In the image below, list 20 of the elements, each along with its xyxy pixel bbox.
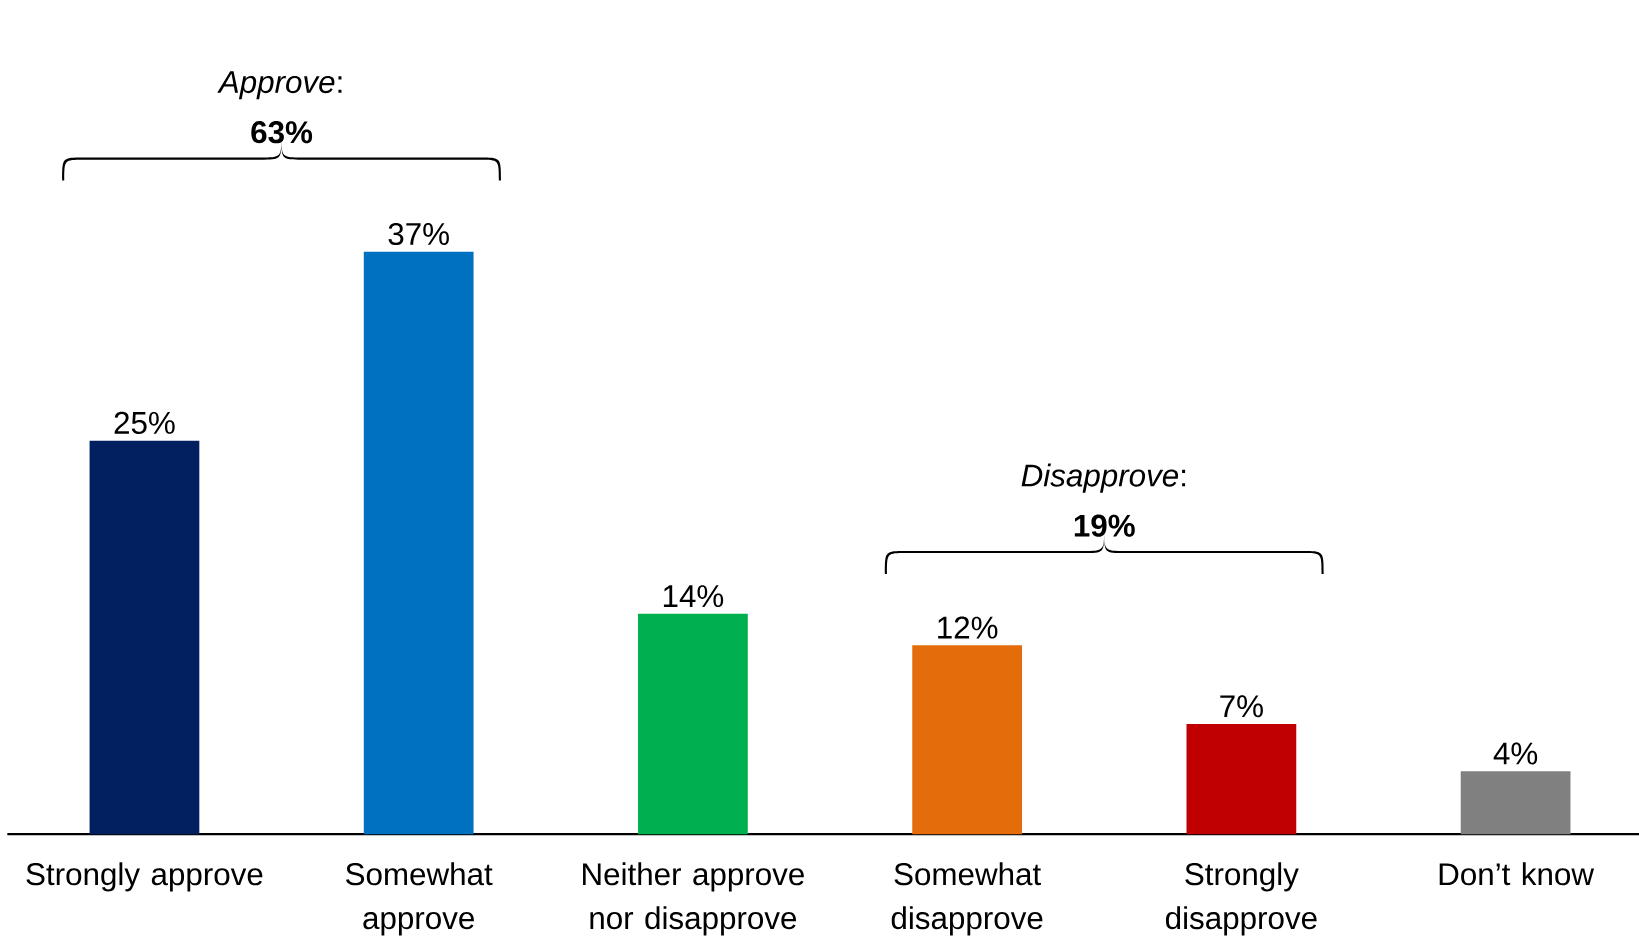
bar: [1186, 723, 1297, 835]
text: Disapprove: 19%: [1021, 463, 1186, 537]
data-label: 12%: [938, 616, 998, 639]
bar: [638, 613, 748, 835]
text: Approve: 63%: [217, 71, 342, 144]
data-label: 4%: [1493, 742, 1538, 765]
data-label: 14%: [663, 585, 724, 608]
data-label: 25%: [114, 411, 175, 434]
x-tick-label: Don’t know: [1439, 862, 1595, 886]
bar: [89, 440, 200, 835]
bar: [1460, 771, 1571, 835]
x-tick-label: Somewhat approve: [346, 862, 493, 936]
x-tick-label: Strongly disapprove: [1165, 862, 1317, 936]
bar: [912, 645, 1023, 835]
x-tick-label: Neither approve nor disapprove: [583, 862, 804, 936]
x-tick-label: Somewhat disapprove: [891, 862, 1043, 936]
data-label: 37%: [388, 222, 449, 246]
data-label: 7%: [1220, 695, 1263, 718]
x-tick-label: Strongly approve: [26, 862, 263, 892]
bar: [363, 251, 474, 835]
